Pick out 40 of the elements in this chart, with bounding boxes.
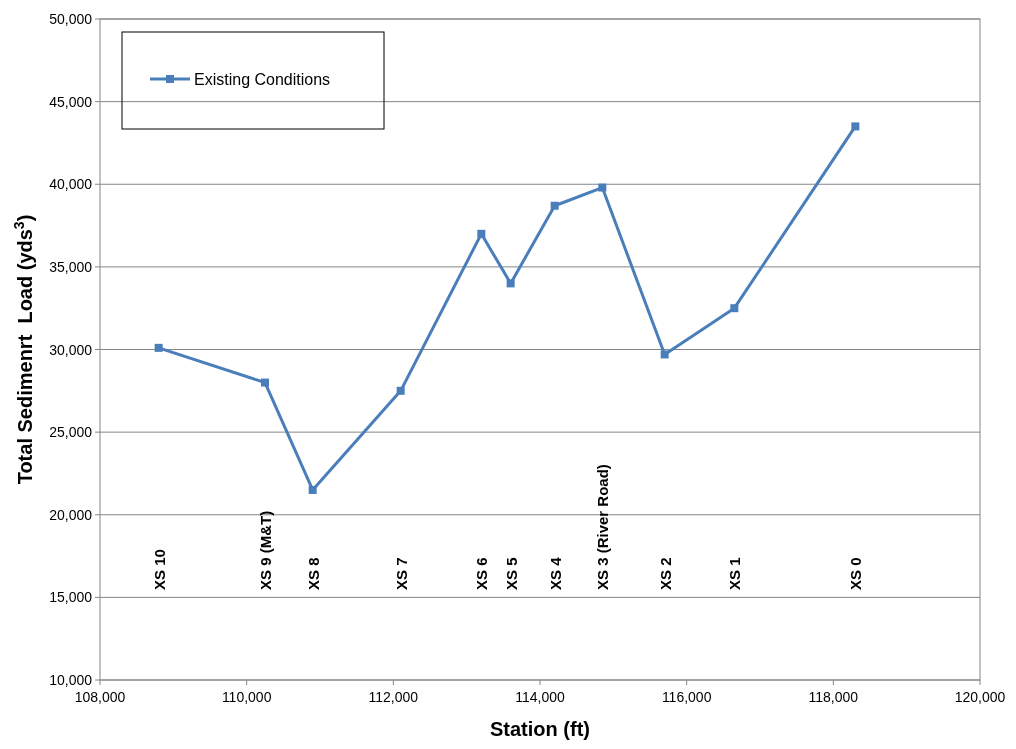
x-tick-label: 116,000: [661, 689, 712, 705]
x-tick-label: 114,000: [515, 689, 565, 705]
annotation: XS 9 (M&T): [257, 510, 274, 590]
point: [261, 378, 269, 387]
x-tick-label: 110,000: [221, 689, 272, 705]
y-tick-label: 20,000: [49, 506, 93, 523]
y-tick-label: 35,000: [49, 258, 93, 275]
y-tick-label: 40,000: [49, 176, 93, 193]
point: [396, 386, 405, 395]
annotation: XS 8: [304, 557, 322, 590]
y-tick-label: 50,000: [49, 11, 93, 27]
point: [308, 485, 317, 494]
point: [154, 343, 163, 352]
annotation: XS 2: [656, 557, 674, 590]
point: [851, 122, 860, 131]
y-tick-label: 30,000: [49, 341, 93, 358]
annotation: XS 5: [502, 557, 520, 590]
y-tick-label: 25,000: [49, 424, 93, 441]
annotation: XS 10: [150, 549, 168, 590]
y-tick-label: 45,000: [49, 93, 93, 110]
point: [598, 183, 607, 192]
annotation: XS 0: [847, 557, 865, 590]
x-tick-label: 112,000: [368, 689, 419, 705]
annotation: XS 4: [546, 556, 564, 590]
annotation: XS 6: [473, 557, 491, 590]
point: [730, 304, 739, 313]
y-tick-label: 10,000: [49, 672, 93, 688]
annotation: XS 7: [392, 557, 410, 590]
point: [550, 201, 559, 210]
legend-label: Existing Conditions: [194, 71, 331, 88]
annotation: XS 3 (River Road): [594, 464, 612, 590]
point: [506, 279, 515, 288]
x-tick-label: 118,000: [808, 689, 859, 705]
x-axis-title: Station (ft): [490, 718, 590, 740]
annotation: XS 1: [726, 557, 744, 590]
x-tick-label: 120,000: [954, 689, 1006, 705]
x-tick-label: 108,000: [74, 689, 126, 705]
y-tick-label: 15,000: [49, 589, 93, 606]
point: [477, 229, 486, 238]
point: [660, 350, 669, 359]
